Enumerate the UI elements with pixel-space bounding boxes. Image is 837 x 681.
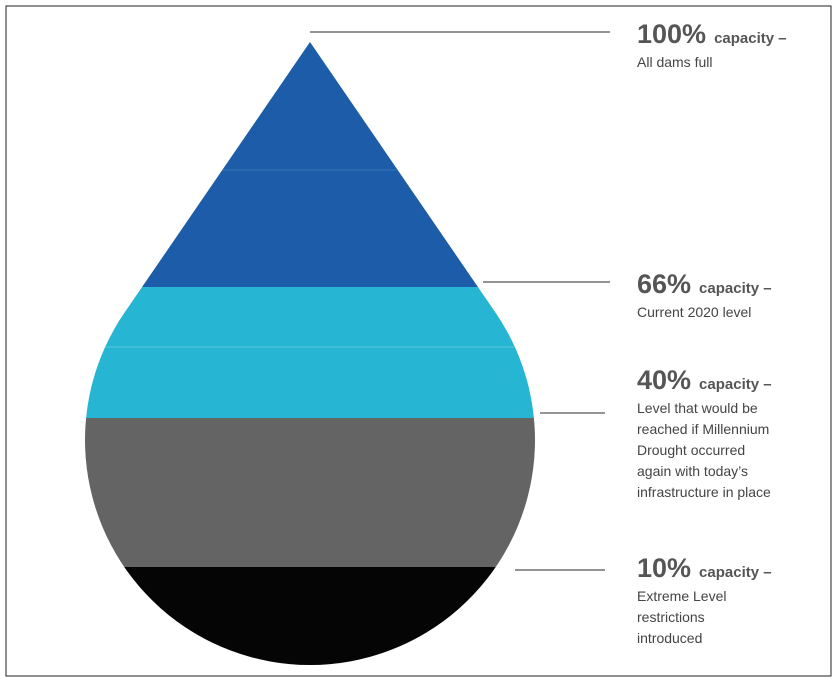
level-description: infrastructure in place [637,484,771,500]
level-label: capacity – [699,376,772,393]
band-current [85,287,535,418]
band-drought [85,418,535,567]
level-percent: 10% [637,553,691,583]
level-percent: 66% [637,269,691,299]
level-label: capacity – [714,30,787,47]
level-label: capacity – [699,280,772,297]
level-description: introduced [637,630,702,646]
level-percent: 40% [637,365,691,395]
level-description: Level that would be [637,400,758,416]
level-heading: 66% capacity – [637,269,772,299]
level-description: again with today’s [637,463,748,479]
level-description: Drought occurred [637,442,745,458]
level-heading: 10% capacity – [637,553,772,583]
level-heading: 100% capacity – [637,19,787,49]
level-description: restrictions [637,609,705,625]
level-description: Current 2020 level [637,304,751,320]
level-description: Extreme Level [637,588,726,604]
level-heading: 40% capacity – [637,365,772,395]
level-percent: 100% [637,19,706,49]
level-description: reached if Millennium [637,421,769,437]
level-label: capacity – [699,564,772,581]
level-description: All dams full [637,54,712,70]
leader-lines [310,31,610,571]
